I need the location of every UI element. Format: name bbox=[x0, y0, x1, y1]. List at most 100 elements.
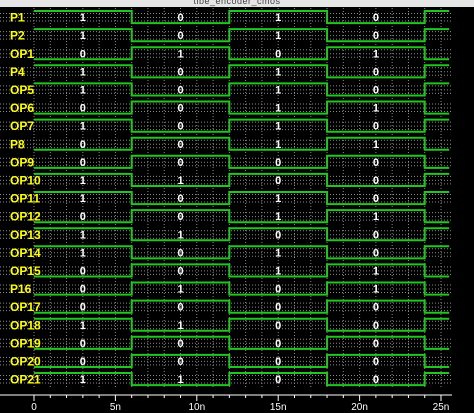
time-tick-label: 20n bbox=[351, 402, 368, 413]
waveform-op14 bbox=[34, 245, 450, 260]
signal-value: 0 bbox=[275, 302, 281, 314]
signal-value: 1 bbox=[373, 265, 379, 277]
waveform-op17 bbox=[34, 299, 450, 314]
signal-value: 1 bbox=[177, 320, 183, 332]
signal-value: 1 bbox=[373, 139, 379, 151]
signal-value: 0 bbox=[177, 157, 183, 169]
signal-value: 0 bbox=[275, 48, 281, 60]
time-tick-label: 15n bbox=[270, 402, 287, 413]
signal-label-op17[interactable]: OP17 bbox=[10, 300, 41, 314]
signal-value: 0 bbox=[275, 320, 281, 332]
signal-value: 0 bbox=[275, 157, 281, 169]
signal-value: 1 bbox=[373, 284, 379, 296]
signal-value: 0 bbox=[80, 338, 86, 350]
waveform-op1 bbox=[34, 46, 450, 61]
signal-value: 0 bbox=[177, 121, 183, 133]
time-tick-label: 0 bbox=[31, 402, 37, 413]
signal-value: 0 bbox=[373, 338, 379, 350]
time-tick-label: 25n bbox=[433, 402, 450, 413]
waveform-p16 bbox=[34, 281, 450, 296]
signal-value: 1 bbox=[275, 84, 281, 96]
signal-value: 0 bbox=[177, 302, 183, 314]
signal-value: 1 bbox=[275, 193, 281, 205]
signal-value: 0 bbox=[80, 356, 86, 368]
signal-label-op6[interactable]: OP6 bbox=[10, 101, 34, 115]
signal-value: 0 bbox=[177, 193, 183, 205]
signal-value: 0 bbox=[373, 30, 379, 42]
signal-value: 0 bbox=[373, 374, 379, 386]
signal-value: 0 bbox=[275, 374, 281, 386]
signal-value: 0 bbox=[80, 302, 86, 314]
waveform-op20 bbox=[34, 353, 450, 368]
signal-value: 1 bbox=[80, 84, 86, 96]
signal-value: 1 bbox=[80, 193, 86, 205]
waveform-p1 bbox=[34, 10, 450, 25]
signal-value: 0 bbox=[275, 229, 281, 241]
signal-label-p2[interactable]: P2 bbox=[10, 29, 25, 43]
window-title: tibe_encoder_cmos bbox=[193, 0, 281, 6]
signal-label-op9[interactable]: OP9 bbox=[10, 155, 34, 169]
waveform-p4 bbox=[34, 64, 450, 79]
signal-label-op21[interactable]: OP21 bbox=[10, 373, 41, 387]
signal-value: 1 bbox=[177, 284, 183, 296]
signal-label-p16[interactable]: P16 bbox=[10, 282, 32, 296]
signal-value: 0 bbox=[373, 302, 379, 314]
signal-label-op20[interactable]: OP20 bbox=[10, 354, 41, 368]
signal-value: 0 bbox=[177, 66, 183, 78]
waveform-op15 bbox=[34, 263, 450, 278]
signal-value: 1 bbox=[80, 175, 86, 187]
signal-label-p4[interactable]: P4 bbox=[10, 65, 25, 79]
signal-value: 1 bbox=[177, 374, 183, 386]
signal-value: 1 bbox=[275, 247, 281, 259]
signal-value: 0 bbox=[373, 121, 379, 133]
waveform-op18 bbox=[34, 317, 450, 332]
signal-value: 0 bbox=[373, 193, 379, 205]
waveform-op7 bbox=[34, 118, 450, 133]
signal-value: 0 bbox=[80, 139, 86, 151]
waveform-op11 bbox=[34, 191, 450, 206]
signal-label-op14[interactable]: OP14 bbox=[10, 246, 41, 260]
waveform-op13 bbox=[34, 227, 450, 242]
signal-value: 1 bbox=[275, 265, 281, 277]
signal-value: 0 bbox=[373, 247, 379, 259]
signal-value: 0 bbox=[177, 103, 183, 115]
signal-label-p1[interactable]: P1 bbox=[10, 11, 25, 25]
signal-label-op10[interactable]: OP10 bbox=[10, 173, 41, 187]
signal-label-op13[interactable]: OP13 bbox=[10, 228, 41, 242]
signal-value: 1 bbox=[177, 175, 183, 187]
signal-value: 0 bbox=[275, 338, 281, 350]
waveform-op12 bbox=[34, 209, 450, 224]
signal-label-op19[interactable]: OP19 bbox=[10, 336, 41, 350]
signal-value: 0 bbox=[275, 175, 281, 187]
signal-label-op18[interactable]: OP18 bbox=[10, 318, 41, 332]
signal-value: 1 bbox=[80, 320, 86, 332]
time-tick-label: 5n bbox=[110, 402, 121, 413]
signal-label-op15[interactable]: OP15 bbox=[10, 264, 41, 278]
signal-value: 1 bbox=[275, 103, 281, 115]
signal-label-op12[interactable]: OP12 bbox=[10, 210, 41, 224]
signal-value: 0 bbox=[275, 356, 281, 368]
waveform-op19 bbox=[34, 335, 450, 350]
signal-value: 1 bbox=[275, 211, 281, 223]
signal-value: 0 bbox=[177, 211, 183, 223]
signal-value: 0 bbox=[373, 356, 379, 368]
signal-value: 1 bbox=[80, 12, 86, 24]
signal-value: 0 bbox=[80, 265, 86, 277]
signal-label-op7[interactable]: OP7 bbox=[10, 119, 34, 133]
waveform-p2 bbox=[34, 28, 450, 43]
signal-label-op11[interactable]: OP11 bbox=[10, 192, 40, 206]
waveform-op9 bbox=[34, 154, 450, 169]
signal-value: 0 bbox=[177, 139, 183, 151]
signal-label-p8[interactable]: P8 bbox=[10, 137, 25, 151]
signal-label-op5[interactable]: OP5 bbox=[10, 83, 34, 97]
signal-value: 1 bbox=[80, 121, 86, 133]
window-title-bar: tibe_encoder_cmos bbox=[0, 0, 474, 7]
signal-value: 0 bbox=[373, 320, 379, 332]
signal-value: 1 bbox=[373, 211, 379, 223]
signal-label-op1[interactable]: OP1 bbox=[10, 47, 34, 61]
signal-value: 0 bbox=[373, 157, 379, 169]
signal-value: 0 bbox=[80, 48, 86, 60]
signal-value: 1 bbox=[80, 374, 86, 386]
signal-value: 0 bbox=[80, 103, 86, 115]
